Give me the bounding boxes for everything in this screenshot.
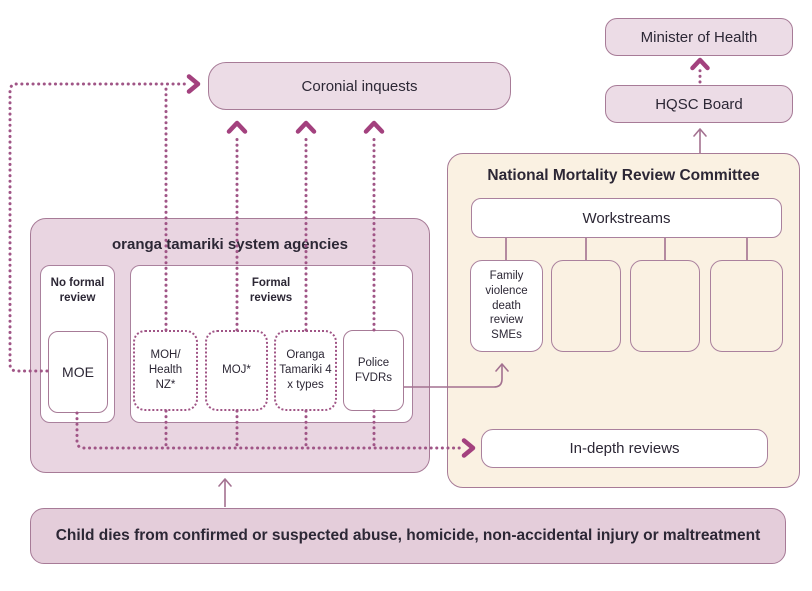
workstream-box-4 — [710, 260, 783, 352]
workstreams-box: Workstreams — [471, 198, 782, 238]
connector-banner-to-agencies — [218, 478, 232, 507]
moh-health-nz-box: MOH/ Health NZ* — [133, 330, 198, 411]
oranga-tamariki-panel-title: oranga tamariki system agencies — [112, 236, 348, 253]
workstream-box-3 — [630, 260, 700, 352]
in-depth-reviews-box: In-depth reviews — [481, 429, 768, 468]
moj-box: MOJ* — [205, 330, 268, 411]
moe-box: MOE — [48, 331, 108, 413]
child-dies-banner: Child dies from confirmed or suspected a… — [30, 508, 786, 564]
hqsc-board-box: HQSC Board — [605, 85, 793, 123]
fvdr-smes-box: Family violence death review SMEs — [470, 260, 543, 352]
nmrc-panel-title: National Mortality Review Committee — [487, 167, 760, 184]
formal-reviews-title: Formal reviews — [249, 277, 293, 304]
workstream-box-2 — [551, 260, 621, 352]
police-fvdrs-box: Police FVDRs — [343, 330, 404, 411]
connector-nmrc-to-hqsc — [693, 128, 707, 153]
coronial-inquests-box: Coronial inquests — [208, 62, 511, 110]
minister-of-health-box: Minister of Health — [605, 18, 793, 56]
connector-hqsc-to-minister — [690, 57, 710, 84]
no-formal-review-title: No formal review — [50, 277, 105, 304]
oranga-tamariki-reviews-box: Oranga Tamariki 4 x types — [274, 330, 337, 411]
